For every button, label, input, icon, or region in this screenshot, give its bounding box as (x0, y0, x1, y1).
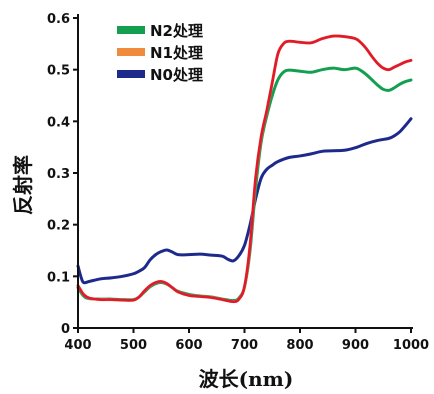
legend-label: N1处理 (150, 44, 203, 62)
x-tick-label: 500 (120, 338, 147, 353)
legend-swatch (117, 70, 145, 78)
x-axis-title: 波长(nm) (199, 367, 294, 391)
x-tick-label: 900 (342, 338, 369, 353)
legend: N2处理 N1处理 N0处理 (117, 22, 203, 84)
x-tick-label: 800 (286, 338, 313, 353)
series-line-overlay (76, 34, 413, 303)
y-tick-label: 0.4 (47, 115, 70, 130)
series-line-n2 (76, 66, 413, 303)
y-tick-label: 0.2 (47, 219, 70, 234)
x-tick-label: 700 (231, 338, 258, 353)
y-tick-label: 0.5 (47, 64, 70, 79)
plot-lines (76, 34, 413, 304)
legend-swatch (117, 26, 145, 34)
y-tick-label: 0.6 (47, 12, 70, 27)
y-tick-label: 0.3 (47, 167, 70, 182)
x-tick-label: 600 (175, 338, 202, 353)
x-tick-label: 1000 (393, 338, 429, 353)
series-line-n0 (76, 117, 413, 285)
legend-label: N2处理 (150, 22, 203, 40)
y-axis-title: 反射率 (11, 155, 35, 215)
y-tick-label: 0 (61, 322, 70, 337)
axes: 0 0.1 0.2 0.3 0.4 0.5 0.6 400 500 600 700 800 900 100… (47, 12, 429, 353)
legend-label: N0处理 (150, 66, 203, 84)
legend-swatch (117, 48, 145, 56)
x-tick-label: 400 (64, 338, 91, 353)
y-tick-label: 0.1 (47, 270, 70, 285)
